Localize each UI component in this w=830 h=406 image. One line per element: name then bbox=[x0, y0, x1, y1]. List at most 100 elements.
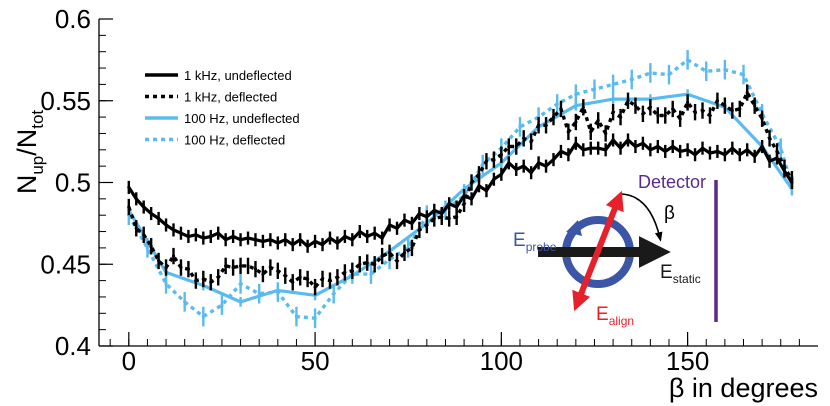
data-point bbox=[723, 68, 727, 72]
data-point bbox=[350, 269, 354, 273]
data-point bbox=[335, 241, 340, 245]
data-point bbox=[686, 100, 690, 104]
data-point bbox=[298, 275, 302, 279]
data-point bbox=[179, 265, 183, 270]
data-point bbox=[648, 148, 652, 152]
data-point bbox=[477, 172, 481, 176]
beta-arc-arrow bbox=[621, 193, 663, 242]
data-point bbox=[179, 231, 183, 235]
data-point bbox=[753, 104, 757, 108]
data-point bbox=[514, 167, 518, 172]
data-point bbox=[481, 162, 485, 167]
y-tick-label: 0.5 bbox=[55, 168, 91, 198]
data-point bbox=[663, 149, 667, 154]
data-point bbox=[589, 146, 593, 150]
data-point bbox=[246, 236, 250, 240]
series-1-khz-deflected bbox=[127, 84, 794, 296]
data-point bbox=[686, 58, 690, 62]
data-point bbox=[507, 161, 511, 165]
data-point bbox=[633, 144, 638, 149]
data-point bbox=[671, 107, 675, 111]
data-point bbox=[365, 234, 369, 239]
data-point bbox=[402, 251, 407, 255]
data-point bbox=[499, 172, 503, 176]
data-point bbox=[224, 264, 228, 268]
data-point bbox=[134, 197, 138, 201]
data-point bbox=[704, 69, 708, 73]
legend-label: 1 kHz, undeflected bbox=[184, 68, 292, 83]
data-point bbox=[343, 234, 347, 239]
data-point bbox=[529, 171, 533, 175]
data-point bbox=[700, 108, 705, 113]
data-point bbox=[767, 159, 772, 163]
data-point bbox=[715, 149, 720, 154]
e-align-label: Ealign bbox=[596, 304, 634, 328]
y-tick-label: 0.4 bbox=[55, 331, 91, 361]
data-point bbox=[149, 211, 153, 216]
data-point bbox=[745, 90, 749, 95]
data-point bbox=[417, 211, 421, 216]
data-point bbox=[238, 264, 243, 268]
data-point bbox=[522, 136, 526, 140]
data-point bbox=[313, 316, 317, 320]
data-point bbox=[767, 136, 772, 140]
data-point bbox=[790, 180, 794, 185]
data-point bbox=[499, 153, 503, 157]
align-field-arrow bbox=[572, 190, 624, 312]
data-point bbox=[410, 221, 414, 225]
data-point bbox=[715, 99, 720, 103]
data-point bbox=[425, 215, 429, 219]
data-point bbox=[730, 146, 734, 150]
data-point bbox=[276, 241, 280, 245]
data-point bbox=[611, 138, 615, 142]
data-point bbox=[581, 148, 585, 152]
data-point bbox=[183, 300, 187, 304]
data-point bbox=[276, 288, 280, 293]
data-point bbox=[522, 164, 526, 168]
data-point bbox=[693, 153, 697, 157]
data-point bbox=[209, 280, 213, 284]
data-point bbox=[358, 229, 362, 234]
data-point bbox=[559, 107, 563, 111]
y-ticks: 0.4 0.45 0.5 0.55 0.6 bbox=[40, 4, 113, 361]
x-axis-label: β in degrees bbox=[669, 373, 818, 403]
data-point bbox=[630, 77, 634, 82]
data-point bbox=[775, 156, 779, 160]
data-point bbox=[648, 71, 652, 75]
data-point bbox=[194, 233, 198, 237]
legend-label: 100 Hz, undeflected bbox=[184, 111, 300, 126]
data-point bbox=[134, 226, 138, 230]
y-label-n: N bbox=[12, 175, 42, 195]
data-point bbox=[671, 144, 675, 149]
data-point bbox=[492, 177, 496, 181]
data-point bbox=[395, 226, 399, 230]
data-point bbox=[298, 238, 302, 242]
data-point bbox=[469, 197, 474, 201]
y-axis-label: Nup/Ntot bbox=[12, 110, 47, 195]
data-point bbox=[276, 269, 280, 273]
data-point bbox=[216, 275, 220, 279]
data-point bbox=[604, 131, 608, 136]
e-probe-main: E bbox=[513, 230, 526, 251]
data-point bbox=[723, 104, 727, 108]
data-point bbox=[432, 208, 436, 212]
data-point bbox=[760, 117, 764, 121]
data-point bbox=[686, 148, 690, 152]
data-point bbox=[551, 158, 556, 162]
e-probe-sub: probe bbox=[526, 240, 557, 254]
data-point bbox=[320, 243, 325, 247]
x-tick-label: 150 bbox=[666, 346, 709, 376]
data-point bbox=[425, 223, 429, 227]
data-point bbox=[678, 117, 682, 121]
e-static-label: Estatic bbox=[660, 262, 701, 286]
data-point bbox=[611, 82, 615, 86]
x-tick-label: 50 bbox=[301, 346, 330, 376]
e-static-main: E bbox=[660, 262, 673, 283]
data-point bbox=[574, 92, 578, 96]
y-label-slash: /N bbox=[12, 129, 42, 156]
data-point bbox=[164, 282, 168, 286]
data-point bbox=[566, 130, 570, 134]
data-point bbox=[387, 223, 392, 227]
data-point bbox=[589, 130, 593, 134]
